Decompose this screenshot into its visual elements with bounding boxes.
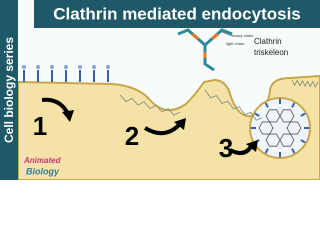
title-bar (34, 0, 320, 28)
clathrin-cage (279, 109, 295, 123)
clathrin-lattice (291, 79, 319, 88)
arrowhead (174, 118, 186, 130)
cargo (36, 65, 40, 69)
thumbnail: 1 2 3 heavy chain light chain Clathrin t… (0, 0, 320, 180)
receptor (291, 102, 296, 108)
receptor (254, 112, 260, 117)
step-number: 3 (219, 133, 233, 163)
receptor (264, 148, 269, 154)
light-chain (191, 32, 199, 41)
receptor (264, 102, 269, 108)
step-numbers: 1 2 3 (33, 111, 233, 163)
receptor (300, 112, 306, 117)
clathrin-lattice (204, 89, 263, 121)
cargo (106, 65, 110, 69)
arrow (143, 122, 182, 136)
clathrin-cage (265, 133, 281, 147)
cargo (22, 65, 26, 69)
triskeleon (177, 28, 233, 72)
light-chain (211, 32, 219, 41)
heavy-chain-arm (204, 28, 233, 47)
step-number: 1 (33, 111, 47, 141)
vesicle (249, 97, 311, 159)
clathrin-cage (265, 109, 281, 123)
clathrin-lattice (119, 94, 181, 116)
cargo (92, 65, 96, 69)
pointer (221, 31, 233, 37)
arrowhead (246, 140, 258, 152)
arrowhead (62, 110, 74, 122)
heavy-chain-arm (203, 45, 215, 72)
cargo (78, 65, 82, 69)
light-chain-label: light chain (226, 41, 244, 46)
logo-line: Biology (26, 166, 60, 176)
heavy-chain-arm (177, 28, 206, 47)
triskeleon-label: Clathrin (254, 37, 282, 46)
receptor (300, 139, 306, 144)
title: Clathrin mediated endocytosis (53, 4, 301, 23)
side-bar (0, 0, 18, 180)
logo-line: Animated (23, 156, 62, 165)
step-number: 2 (125, 121, 139, 151)
cargo (50, 65, 54, 69)
receptor (291, 148, 296, 154)
triskeleon-label: triskeleon (254, 48, 288, 57)
cargo (64, 65, 68, 69)
clathrin-coat (22, 65, 319, 157)
side-label: Cell biology series (2, 37, 16, 143)
arrowheads (62, 110, 258, 152)
heavy-chain-label: heavy chain (232, 33, 253, 38)
clathrin-cage (286, 121, 302, 135)
